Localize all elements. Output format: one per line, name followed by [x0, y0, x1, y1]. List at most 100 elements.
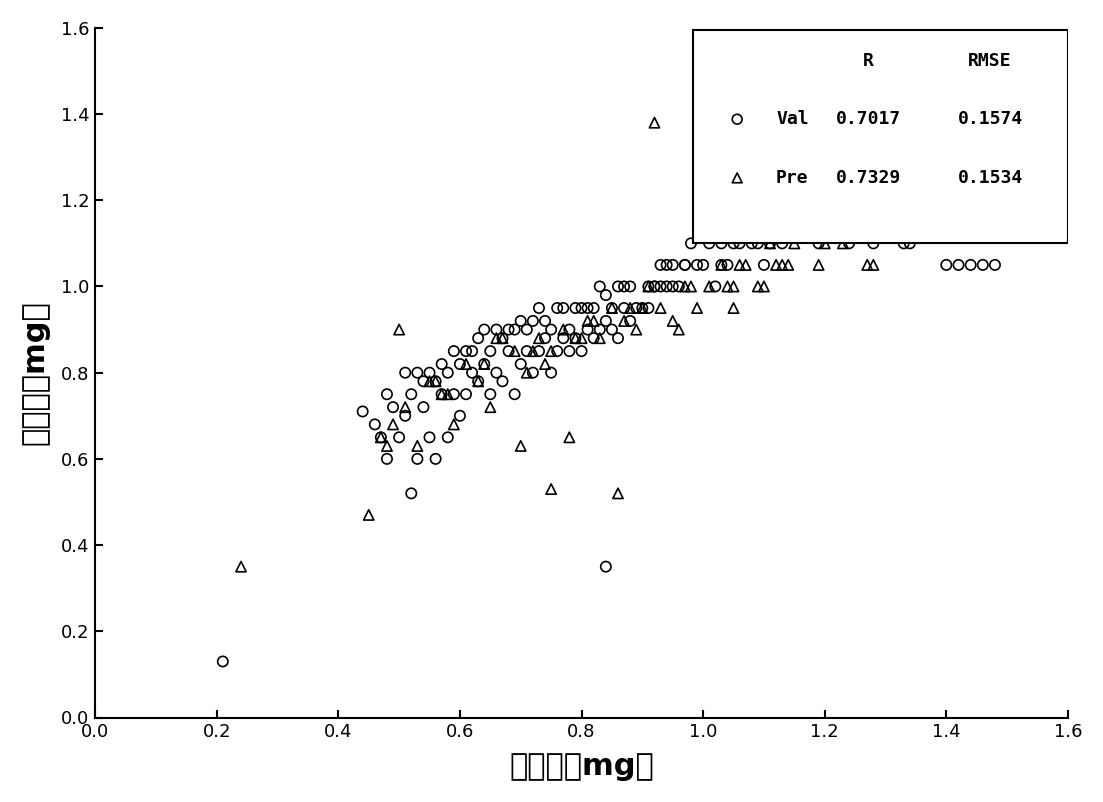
Point — [445, 388, 462, 401]
Point — [731, 258, 749, 271]
Point — [482, 345, 500, 358]
Point — [531, 345, 548, 358]
Point — [494, 332, 512, 345]
Point — [560, 345, 578, 358]
Point — [457, 358, 474, 371]
Point — [403, 388, 420, 401]
Point — [488, 323, 505, 336]
Point — [603, 302, 621, 314]
Point — [882, 216, 900, 229]
Point — [846, 194, 864, 207]
Point — [768, 258, 785, 271]
Point — [470, 332, 488, 345]
Point — [579, 302, 597, 314]
Point — [560, 431, 578, 444]
FancyBboxPatch shape — [694, 30, 1068, 243]
Point — [415, 375, 432, 387]
Point — [725, 237, 742, 249]
Text: 0.1574: 0.1574 — [957, 110, 1022, 128]
Point — [664, 258, 682, 271]
Point — [615, 302, 633, 314]
Point — [609, 280, 627, 293]
Point — [591, 332, 609, 345]
Point — [384, 418, 401, 431]
Point — [500, 345, 517, 358]
Point — [785, 237, 803, 249]
Point — [670, 323, 687, 336]
Point — [506, 388, 524, 401]
Point — [603, 302, 621, 314]
Point — [652, 258, 670, 271]
Point — [938, 258, 955, 271]
Point — [408, 439, 426, 452]
Point — [518, 367, 536, 379]
Point — [743, 237, 761, 249]
Point — [531, 332, 548, 345]
Point — [408, 367, 426, 379]
Point — [713, 258, 730, 271]
Point — [572, 332, 590, 345]
Point — [974, 258, 992, 271]
Point — [548, 302, 566, 314]
Point — [543, 323, 560, 336]
Point — [877, 216, 895, 229]
Text: Pre: Pre — [777, 169, 808, 187]
Point — [828, 194, 846, 207]
Point — [500, 323, 517, 336]
Point — [408, 452, 426, 465]
Point — [372, 431, 389, 444]
Point — [846, 216, 864, 229]
Point — [986, 258, 1004, 271]
Point — [858, 258, 876, 271]
Point — [451, 358, 469, 371]
Point — [749, 237, 767, 249]
Point — [524, 345, 542, 358]
Point — [506, 345, 524, 358]
Point — [555, 323, 572, 336]
Point — [792, 216, 810, 229]
Point — [834, 237, 852, 249]
Point — [482, 388, 500, 401]
Point — [470, 375, 488, 387]
Point — [396, 367, 414, 379]
Point — [609, 332, 627, 345]
Point — [445, 345, 462, 358]
Point — [700, 237, 718, 249]
Point — [482, 401, 500, 414]
Point — [591, 280, 609, 293]
Point — [670, 280, 687, 293]
Point — [427, 375, 445, 387]
Point — [962, 258, 979, 271]
Point — [555, 332, 572, 345]
Point — [463, 367, 481, 379]
Point — [822, 216, 839, 229]
Point — [548, 345, 566, 358]
Point — [761, 237, 779, 249]
Point — [780, 216, 797, 229]
Text: 0.1534: 0.1534 — [957, 169, 1022, 187]
Text: 0.7329: 0.7329 — [836, 169, 901, 187]
Point — [390, 431, 408, 444]
Point — [427, 375, 445, 387]
Point — [621, 280, 639, 293]
Point — [488, 367, 505, 379]
Point — [536, 332, 554, 345]
Point — [432, 388, 450, 401]
Point — [749, 280, 767, 293]
Point — [737, 258, 754, 271]
Point — [560, 323, 578, 336]
Point — [531, 302, 548, 314]
Point — [633, 302, 651, 314]
Point — [664, 280, 682, 293]
Point — [645, 116, 663, 129]
Point — [555, 302, 572, 314]
Point — [865, 258, 882, 271]
Point — [676, 280, 694, 293]
Point — [700, 280, 718, 293]
X-axis label: 测量値（mg）: 测量値（mg） — [510, 752, 654, 781]
Point — [913, 216, 931, 229]
Point — [518, 323, 536, 336]
Point — [725, 302, 742, 314]
Point — [372, 431, 389, 444]
Point — [366, 418, 384, 431]
